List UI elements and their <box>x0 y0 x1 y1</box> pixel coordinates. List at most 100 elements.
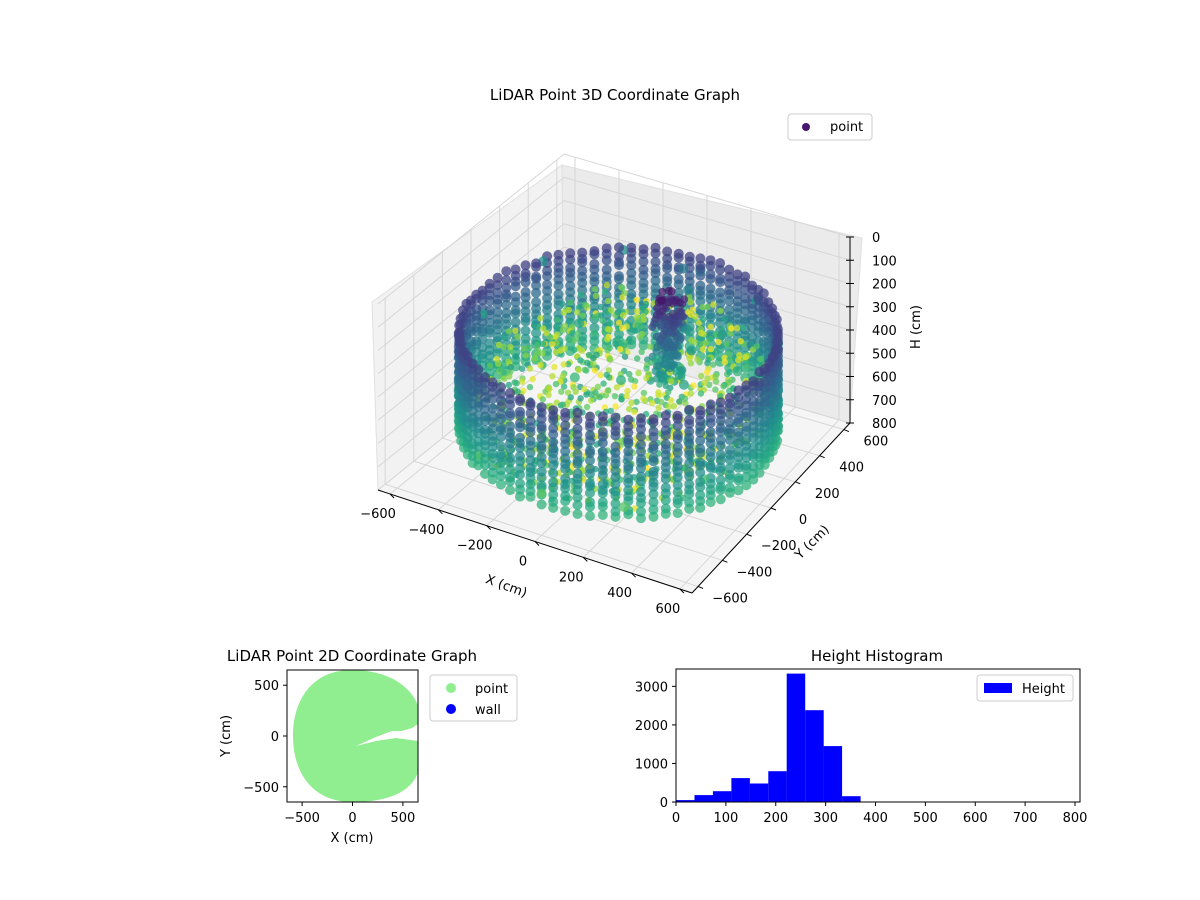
data-point <box>684 479 695 490</box>
axes-histogram: 0 100 200 300 400 500 600 700 800 0 1000 2000 3000 <box>635 680 1088 826</box>
data-point <box>712 373 719 380</box>
data-point <box>724 435 735 446</box>
data-point <box>560 383 568 390</box>
data-point <box>724 417 735 428</box>
data-point <box>735 357 742 364</box>
data-point <box>536 452 547 462</box>
data-point <box>487 411 498 422</box>
data-point <box>572 468 583 479</box>
x-tick-label-histogram: 600 <box>963 811 988 826</box>
data-point <box>589 259 600 269</box>
data-point <box>496 441 506 452</box>
data-point <box>518 365 526 372</box>
x-tick-label-histogram: 100 <box>713 811 738 826</box>
data-point <box>608 307 615 314</box>
data-point <box>552 348 560 356</box>
data-point <box>658 287 667 296</box>
data-point <box>648 440 659 451</box>
data-point <box>553 324 560 331</box>
data-point <box>520 333 531 344</box>
data-point <box>542 265 553 276</box>
data-point <box>740 271 751 282</box>
data-point <box>599 317 606 324</box>
data-point <box>565 248 576 259</box>
data-point <box>665 403 672 410</box>
data-point <box>721 358 728 366</box>
data-point <box>456 338 467 349</box>
data-point <box>656 381 663 388</box>
data-point <box>739 324 747 331</box>
data-point <box>484 278 495 289</box>
data-point <box>732 366 740 373</box>
data-point <box>676 398 683 405</box>
z-tick-label-3d: 100 <box>872 254 897 269</box>
data-point <box>623 392 630 400</box>
data-point <box>613 384 621 391</box>
data-point <box>626 268 637 279</box>
data-point <box>648 489 659 500</box>
data-point <box>592 292 600 299</box>
data-point <box>577 265 588 276</box>
y-tick-label-2d: 500 <box>254 679 279 694</box>
data-point <box>621 353 629 360</box>
data-point <box>640 395 647 402</box>
x-tick-3d <box>389 493 395 499</box>
data-point <box>614 251 624 262</box>
data-point <box>673 248 684 259</box>
data-point <box>732 296 743 307</box>
data-point <box>631 408 638 416</box>
data-point <box>631 383 638 390</box>
data-point <box>614 299 624 310</box>
data-point <box>612 340 619 347</box>
data-point <box>618 437 625 445</box>
data-point <box>572 415 583 425</box>
data-point <box>496 382 506 393</box>
data-point <box>695 260 706 271</box>
data-point <box>741 480 752 491</box>
data-point <box>522 352 530 359</box>
data-point <box>726 356 733 363</box>
data-point <box>596 393 603 401</box>
data-point <box>724 445 735 455</box>
data-point <box>648 477 659 488</box>
data-point <box>496 422 506 433</box>
x-tick-label-3d: 600 <box>656 602 681 617</box>
data-point <box>659 330 668 339</box>
data-point <box>683 284 694 295</box>
data-point <box>585 445 595 456</box>
point-cloud-3d <box>453 242 784 524</box>
data-point <box>650 275 661 286</box>
data-point <box>525 447 536 458</box>
data-point <box>673 352 682 361</box>
data-point <box>772 324 783 335</box>
data-point <box>505 464 516 475</box>
data-point <box>705 283 716 294</box>
data-point <box>565 280 576 291</box>
data-point <box>705 427 716 437</box>
x-tick-label-2d: 0 <box>348 811 356 826</box>
y-tick-label-histogram: 3000 <box>635 680 668 695</box>
data-point <box>638 264 649 275</box>
data-point <box>648 466 659 477</box>
data-point <box>741 380 752 391</box>
data-point <box>480 468 490 479</box>
data-point <box>757 355 765 363</box>
data-point <box>636 506 646 517</box>
data-point <box>552 333 559 340</box>
data-point <box>507 343 514 351</box>
data-point <box>638 348 645 355</box>
data-point <box>724 392 735 403</box>
data-point <box>505 485 516 496</box>
data-point <box>636 446 646 457</box>
data-point <box>626 289 637 299</box>
data-point <box>623 461 634 472</box>
point-cloud-2d <box>293 670 418 802</box>
data-point <box>559 373 566 380</box>
data-point <box>579 312 586 319</box>
data-point <box>687 311 695 318</box>
data-point <box>614 242 624 253</box>
data-point <box>560 505 571 516</box>
data-point <box>684 270 695 281</box>
data-point <box>623 485 634 496</box>
data-point <box>672 410 683 421</box>
